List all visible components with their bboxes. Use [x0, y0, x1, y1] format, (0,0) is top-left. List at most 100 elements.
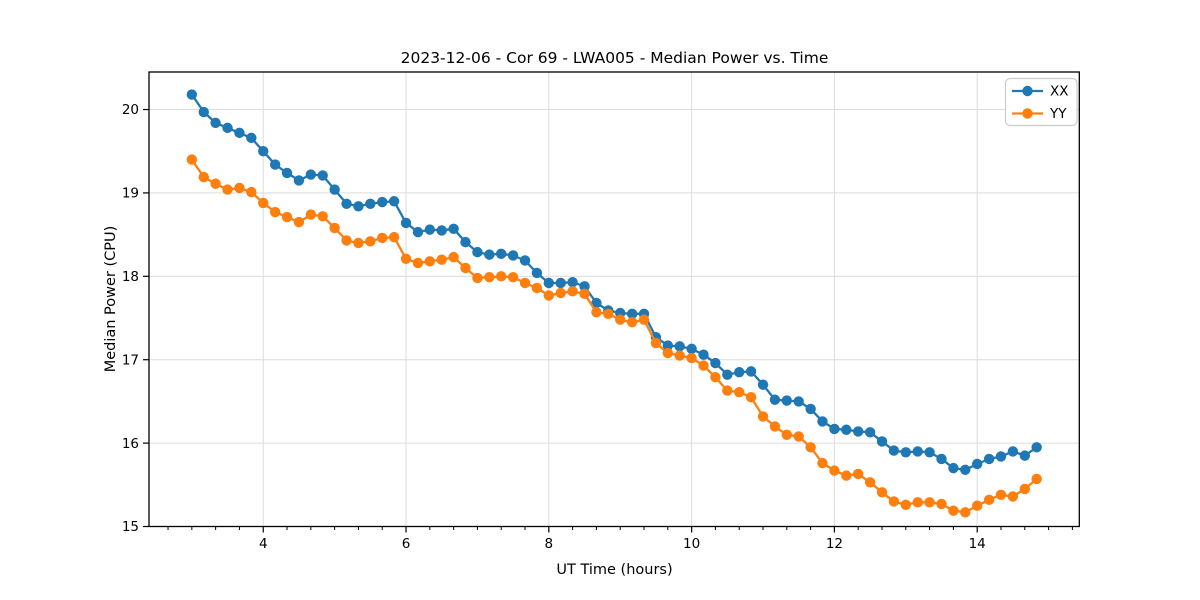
series-YY-point — [745, 392, 757, 403]
series-YY-point — [1019, 483, 1031, 495]
series-XX-point — [674, 341, 685, 352]
series-XX-point — [210, 117, 221, 129]
series-YY-point — [936, 498, 947, 510]
series-XX-point — [258, 146, 269, 157]
series-YY-point — [900, 499, 912, 511]
series-YY-point — [591, 306, 602, 318]
legend-entry-label: YY — [1049, 106, 1067, 122]
series-YY-point — [924, 497, 935, 508]
series-XX-point — [377, 196, 388, 208]
series-XX-point — [722, 369, 733, 380]
series-YY-point — [662, 347, 674, 359]
series-XX-point — [936, 453, 947, 465]
series-YY-point — [650, 337, 662, 349]
series-YY-point — [448, 251, 459, 263]
series-YY-point — [722, 385, 733, 396]
series-XX-point — [924, 447, 935, 458]
series-YY-point — [793, 431, 804, 442]
series-YY-point — [769, 421, 781, 432]
series-XX-point — [543, 277, 555, 289]
y-tick-label: 16 — [122, 436, 139, 452]
series-YY-point — [472, 272, 483, 284]
series-XX-point — [948, 462, 959, 474]
series-XX-point — [484, 249, 495, 260]
series-YY-point — [698, 360, 709, 371]
series-XX-point — [234, 127, 245, 139]
series-XX-point — [293, 175, 305, 186]
x-tick-label: 10 — [683, 536, 700, 552]
series-YY-point — [281, 211, 293, 223]
series-XX-point — [519, 255, 531, 266]
series-XX-point — [805, 403, 816, 415]
series-YY-point — [365, 236, 376, 247]
series-XX-point — [757, 379, 769, 390]
series-XX-point — [1019, 450, 1031, 461]
series-XX-point — [793, 396, 804, 407]
series-XX-point — [507, 250, 519, 261]
series-XX-point — [745, 366, 757, 377]
series-XX-point — [400, 217, 412, 229]
series-XX-point — [698, 349, 709, 360]
series-YY-point — [995, 489, 1007, 501]
series-YY-point — [388, 231, 400, 243]
series-XX-point — [734, 367, 745, 378]
series-XX-point — [246, 132, 257, 144]
series-XX-point — [876, 436, 888, 447]
series-XX-point — [305, 169, 317, 180]
series-YY-point — [579, 288, 590, 300]
series-XX-point — [769, 394, 781, 405]
series-XX-point — [900, 447, 912, 458]
series-YY-point — [507, 271, 519, 283]
y-tick-label: 17 — [122, 352, 139, 368]
series-XX-point — [496, 248, 507, 259]
series-YY-point — [829, 465, 840, 476]
series-YY-point — [531, 282, 543, 294]
series-XX-point — [912, 446, 923, 457]
series-YY-point — [852, 468, 864, 480]
x-tick-label: 14 — [969, 536, 986, 552]
series-XX-point — [983, 453, 995, 465]
series-YY-point — [412, 257, 424, 269]
series-YY-point — [353, 237, 364, 249]
series-XX-point — [353, 201, 364, 212]
x-tick-label: 12 — [826, 536, 843, 552]
series-YY-point — [436, 254, 447, 265]
series-YY-point — [424, 256, 436, 267]
series-YY-point — [674, 350, 685, 361]
series-YY-point — [377, 232, 388, 244]
series-YY-point — [912, 497, 923, 508]
series-XX-point — [626, 308, 638, 320]
series-XX-point — [412, 226, 424, 238]
series-YY-point — [841, 470, 852, 481]
series-YY-point — [817, 457, 828, 469]
series-XX-point — [662, 340, 674, 351]
series-XX-line — [190, 93, 1038, 471]
series-YY-point — [210, 178, 221, 189]
x-tick-label: 4 — [259, 536, 268, 552]
legend-sample-marker — [1022, 85, 1033, 97]
series-YY-point — [317, 211, 328, 222]
legend-sample-marker — [1022, 108, 1033, 119]
series-YY-point — [519, 277, 531, 289]
series-YY-point — [460, 262, 471, 274]
series-XX-point — [1007, 446, 1019, 457]
series-YY-point — [805, 442, 816, 453]
series-YY-point — [1007, 491, 1019, 502]
series-XX-point — [531, 267, 543, 279]
x-axis-label: UT Time (hours) — [556, 562, 673, 578]
series-XX-point — [317, 170, 328, 181]
series-YY-point — [1031, 473, 1042, 485]
x-tick-label: 8 — [545, 536, 554, 552]
series-YY-point — [710, 372, 721, 383]
legend-entry-label: XX — [1050, 84, 1069, 100]
series-YY-point — [258, 197, 269, 209]
series-XX-point — [281, 167, 293, 179]
chart-title: 2023-12-06 - Cor 69 - LWA005 - Median Po… — [400, 49, 829, 67]
series-XX-point — [460, 236, 471, 248]
series-YY-line — [190, 158, 1038, 514]
x-tick-label: 6 — [402, 536, 411, 552]
series-YY-point — [234, 182, 245, 194]
series-YY-point — [246, 186, 257, 198]
series-YY-point — [686, 352, 697, 364]
